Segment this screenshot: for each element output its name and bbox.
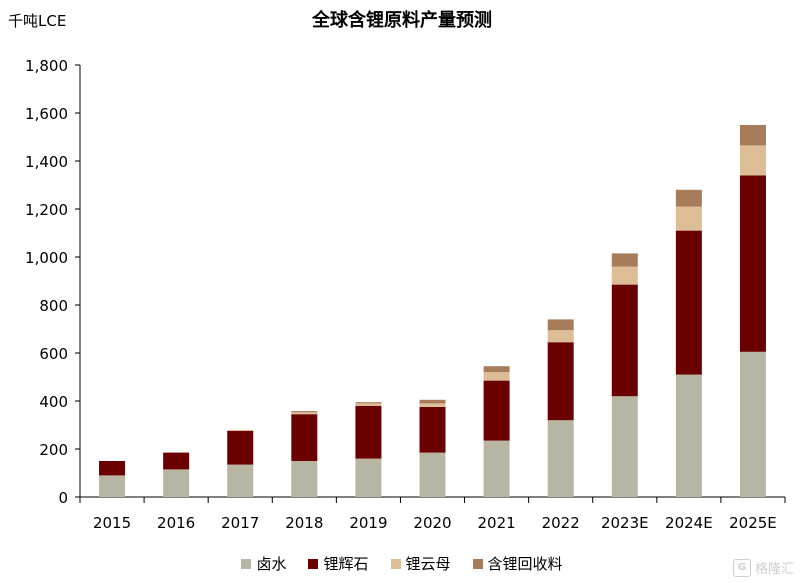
bar-segment — [163, 452, 190, 470]
bar-segment — [739, 145, 766, 176]
bar-segment — [291, 412, 318, 415]
bar-segment — [419, 403, 446, 407]
legend-swatch — [390, 558, 401, 569]
x-tick-label: 2021 — [477, 514, 515, 532]
bar-segment — [547, 330, 574, 343]
legend-item: 锂云母 — [390, 553, 451, 574]
legend-item: 锂辉石 — [308, 553, 369, 574]
x-tick-label: 2023E — [601, 514, 649, 532]
legend-label: 含锂回收料 — [487, 555, 563, 573]
chart-title: 全球含锂原料产量预测 — [311, 9, 492, 31]
legend-swatch — [472, 558, 483, 569]
x-tick-label: 2020 — [413, 514, 451, 532]
bar-segment — [547, 420, 574, 497]
bar-segment — [355, 402, 382, 404]
x-tick-label: 2025E — [729, 514, 777, 532]
x-tick-label: 2024E — [665, 514, 713, 532]
legend-item: 卤水 — [241, 553, 286, 574]
bar-segment — [99, 461, 126, 476]
legend-label: 锂云母 — [405, 555, 451, 573]
y-tick-label: 600 — [39, 345, 68, 363]
bar-segment — [611, 284, 638, 397]
y-tick-label: 1,000 — [25, 249, 68, 267]
bars — [99, 125, 766, 497]
y-tick-label: 400 — [39, 393, 68, 411]
bar-segment — [291, 414, 318, 461]
legend-swatch — [308, 558, 319, 569]
bar-segment — [547, 319, 574, 331]
bar-segment — [675, 230, 702, 375]
x-tick-label: 2016 — [157, 514, 195, 532]
bar-segment — [355, 403, 382, 406]
x-tick-label: 2018 — [285, 514, 323, 532]
y-tick-label: 1,800 — [25, 57, 68, 75]
bar-segment — [483, 366, 510, 373]
bar-segment — [739, 351, 766, 497]
unit-label: 千吨LCE — [8, 12, 66, 30]
bar-segment — [483, 380, 510, 441]
bar-segment — [739, 125, 766, 146]
legend-label: 锂辉石 — [323, 555, 369, 573]
bar-segment — [675, 374, 702, 497]
bar-segment — [419, 452, 446, 497]
watermark-text: 格隆汇 — [754, 562, 794, 577]
bar-segment — [355, 458, 382, 497]
x-tick-label: 2019 — [349, 514, 387, 532]
legend-swatch — [241, 558, 252, 569]
watermark: G 格隆汇 — [732, 558, 794, 577]
bar-segment — [611, 266, 638, 285]
bar-segment — [227, 429, 254, 431]
legend-item: 含锂回收料 — [472, 553, 563, 574]
bar-segment — [547, 342, 574, 421]
bar-segment — [739, 175, 766, 352]
y-tick-label: 1,200 — [25, 201, 68, 219]
bar-segment — [483, 440, 510, 497]
bar-segment — [675, 206, 702, 231]
bar-segment — [675, 189, 702, 207]
bar-segment — [227, 431, 254, 465]
legend: 卤水 锂辉石 锂云母 含锂回收料 — [0, 553, 804, 574]
y-tick-label: 0 — [58, 489, 68, 507]
y-tick-label: 800 — [39, 297, 68, 315]
y-tick-label: 1,400 — [25, 153, 68, 171]
legend-label: 卤水 — [256, 555, 287, 573]
x-tick-label: 2017 — [221, 514, 259, 532]
x-tick-label: 2022 — [542, 514, 580, 532]
bar-segment — [355, 405, 382, 459]
bar-segment — [163, 469, 190, 497]
y-tick-label: 1,600 — [25, 105, 68, 123]
bar-segment — [99, 475, 126, 497]
bar-segment — [419, 399, 446, 404]
watermark-logo-icon: G — [732, 558, 751, 577]
bar-segment — [611, 253, 638, 267]
y-tick-label: 200 — [39, 441, 68, 459]
axes: 0 200 400 600 800 1,000 1,200 1,400 1,600 1,800 20… — [25, 57, 786, 532]
x-tick-label: 2015 — [93, 514, 131, 532]
bar-segment — [483, 372, 510, 381]
bar-segment — [291, 461, 318, 497]
bar-segment — [227, 464, 254, 497]
bar-segment — [611, 396, 638, 497]
bar-segment — [291, 411, 318, 413]
bar-segment — [419, 407, 446, 453]
